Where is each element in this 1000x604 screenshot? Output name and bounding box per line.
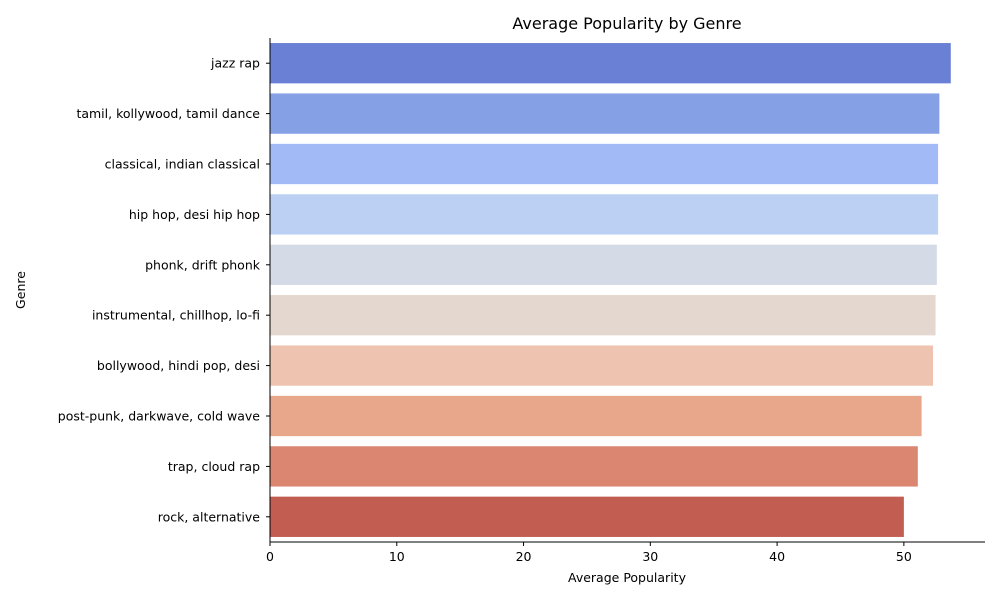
y-tick-label: trap, cloud rap	[168, 459, 260, 474]
x-tick-label: 20	[516, 549, 532, 564]
bars-layer	[270, 43, 951, 537]
bar	[270, 143, 939, 185]
x-tick-label: 10	[389, 549, 405, 564]
bar	[270, 496, 904, 537]
bar	[270, 93, 940, 134]
y-tick-label: post-punk, darkwave, cold wave	[58, 409, 261, 424]
bar	[270, 395, 922, 437]
y-tick-label: bollywood, hindi pop, desi	[97, 358, 260, 373]
bar	[270, 43, 951, 84]
y-tick-label: rock, alternative	[158, 509, 261, 524]
x-tick-label: 40	[769, 549, 785, 564]
y-tick-label: hip hop, desi hip hop	[129, 207, 260, 222]
y-ticks: jazz rap tamil, kollywood, tamil dance cla…	[58, 56, 270, 524]
bar	[270, 345, 934, 386]
chart-title: Average Popularity by Genre	[512, 14, 741, 33]
y-tick-label: classical, indian classical	[105, 157, 260, 172]
y-tick-label: instrumental, chillhop, lo-fi	[92, 308, 260, 323]
axes-layer	[269, 38, 985, 543]
x-tick-label: 30	[642, 549, 658, 564]
x-tick-label: 0	[266, 549, 274, 564]
bar	[270, 244, 937, 285]
bar	[270, 295, 936, 336]
y-tick-label: jazz rap	[210, 56, 260, 71]
y-tick-label: phonk, drift phonk	[145, 257, 261, 272]
y-tick-label: tamil, kollywood, tamil dance	[76, 106, 260, 121]
bar	[270, 446, 918, 487]
x-ticks: 0 10 20 30 40 50	[266, 542, 912, 564]
x-tick-label: 50	[896, 549, 912, 564]
y-axis-label: Genre	[13, 271, 28, 309]
bar	[270, 194, 939, 235]
x-axis-label: Average Popularity	[568, 570, 687, 585]
